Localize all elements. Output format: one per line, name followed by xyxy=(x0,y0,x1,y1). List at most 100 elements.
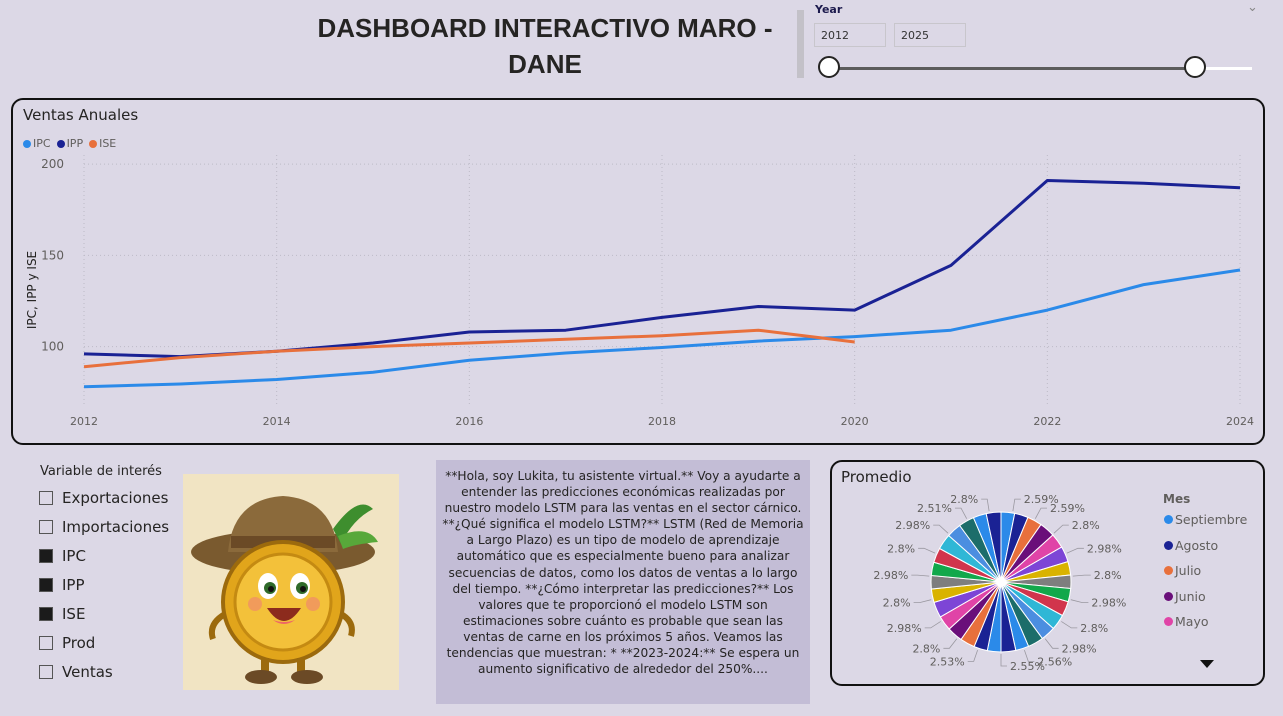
pie-legend-label: Agosto xyxy=(1175,537,1219,553)
pie-leader-line xyxy=(1034,507,1047,519)
pie-data-label: 2.8% xyxy=(1072,519,1100,532)
series-line-ise[interactable] xyxy=(83,328,855,369)
mascot-image xyxy=(183,474,399,690)
pie-leader-line xyxy=(911,574,930,577)
line-chart-title: Ventas Anuales xyxy=(23,106,139,124)
pie-legend-label: Septiembre xyxy=(1175,512,1248,527)
coin-mascot-icon xyxy=(183,474,399,690)
pie-legend-title: Mes xyxy=(1163,492,1191,506)
pie-leader-line xyxy=(1012,498,1021,512)
legend-item-ise[interactable]: ISE xyxy=(89,137,116,150)
pie-chart-title: Promedio xyxy=(841,468,912,486)
pie-data-label: 2.98% xyxy=(895,519,930,532)
pie-leader-line xyxy=(924,621,941,629)
pie-data-label: 2.59% xyxy=(1024,493,1059,506)
pie-leader-line xyxy=(1061,621,1078,629)
pie-leader-line xyxy=(1066,547,1084,554)
pie-leader-line xyxy=(1000,654,1007,667)
legend-item-ipp[interactable]: IPP xyxy=(56,137,84,150)
x-tick-label: 2020 xyxy=(841,415,869,428)
legend-dot-icon xyxy=(1164,591,1173,601)
pie-data-label: 2.8% xyxy=(883,597,911,610)
pie-leader-line xyxy=(943,638,958,649)
variable-option-exportaciones[interactable]: Exportaciones xyxy=(39,488,168,508)
year-from-input[interactable]: 2012 xyxy=(814,23,886,47)
pie-leader-line xyxy=(918,547,936,554)
variable-option-label: Importaciones xyxy=(62,518,170,536)
pie-leader-line xyxy=(1044,638,1059,649)
pie-legend-item[interactable]: Mayo xyxy=(1164,614,1209,629)
legend-scroll-down-icon[interactable] xyxy=(1200,660,1214,668)
y-tick-label: 150 xyxy=(41,248,64,262)
pie-chart[interactable]: 2.59%2.59%2.8%2.98%2.8%2.98%2.8%2.98%2.5… xyxy=(830,460,1160,686)
checkbox-checked-icon[interactable] xyxy=(39,607,53,621)
variable-option-ventas[interactable]: Ventas xyxy=(39,662,113,682)
pie-leader-line xyxy=(981,498,990,512)
y-tick-label: 100 xyxy=(41,340,64,354)
legend-dot-icon xyxy=(56,139,65,148)
line-chart[interactable]: 100 150 200 2012 2014 2016 2018 2020 2022 2024 IPC… xyxy=(0,0,1283,450)
variable-option-label: Prod xyxy=(62,634,96,652)
pie-legend-item[interactable]: Julio xyxy=(1164,563,1201,578)
x-tick-label: 2018 xyxy=(648,415,676,428)
year-slider-end-handle[interactable] xyxy=(1184,56,1206,78)
x-tick-label: 2016 xyxy=(455,415,483,428)
pie-data-label: 2.59% xyxy=(1050,502,1085,515)
pie-data-label: 2.51% xyxy=(917,502,952,515)
y-axis-label: IPC, IPP y ISE xyxy=(25,251,39,329)
legend-item-ipc[interactable]: IPC xyxy=(23,137,51,150)
pie-data-label: 2.8% xyxy=(1080,622,1108,635)
chevron-down-icon[interactable]: ⌄ xyxy=(1247,0,1258,15)
pie-data-label: 2.8% xyxy=(1094,569,1122,582)
assistant-message: **Hola, soy Lukita, tu asistente virtual… xyxy=(436,460,810,704)
variable-option-ipp[interactable]: IPP xyxy=(39,575,85,595)
pie-data-label: 2.8% xyxy=(950,493,978,506)
pie-leader-line xyxy=(1070,599,1089,604)
checkbox-checked-icon[interactable] xyxy=(39,578,53,592)
checkbox-unchecked-icon[interactable] xyxy=(39,636,53,650)
pie-leader-line xyxy=(1072,574,1091,577)
year-slider-rest[interactable] xyxy=(1195,67,1252,70)
pie-legend-label: Julio xyxy=(1175,563,1202,578)
variable-option-label: IPP xyxy=(62,576,85,594)
checkbox-checked-icon[interactable] xyxy=(39,549,53,563)
pie-data-label: 2.98% xyxy=(1091,597,1126,610)
title-divider xyxy=(797,10,804,78)
pie-leader-line xyxy=(913,599,932,604)
pie-leader-line xyxy=(933,524,949,534)
year-slider-track[interactable] xyxy=(828,67,1195,70)
pie-leader-line xyxy=(1053,524,1069,534)
variables-title: Variable de interés xyxy=(40,464,162,479)
pie-legend-item[interactable]: Junio xyxy=(1164,589,1206,604)
series-line-ipp[interactable] xyxy=(83,179,1241,359)
pie-data-label: 2.55% xyxy=(1010,660,1045,673)
legend-dot-icon xyxy=(89,139,98,148)
variable-option-ise[interactable]: ISE xyxy=(39,604,85,624)
year-slicer-label: Year xyxy=(815,3,843,16)
variable-option-ipc[interactable]: IPC xyxy=(39,546,86,566)
line-chart-legend: IPC IPP ISE xyxy=(23,137,116,150)
checkbox-unchecked-icon[interactable] xyxy=(39,665,53,679)
y-tick-label: 200 xyxy=(41,157,64,171)
x-tick-label: 2012 xyxy=(70,415,98,428)
legend-label: IPC xyxy=(33,137,51,150)
pie-slice[interactable] xyxy=(985,511,1002,583)
pie-legend-item[interactable]: Septiembre xyxy=(1164,512,1247,527)
variable-option-label: Ventas xyxy=(62,663,113,681)
series-line-ipc[interactable] xyxy=(83,268,1241,389)
legend-dot-icon xyxy=(1164,540,1173,550)
pie-legend-label: Junio xyxy=(1175,588,1206,604)
pie-leader-line xyxy=(967,649,978,662)
checkbox-unchecked-icon[interactable] xyxy=(39,491,53,505)
pie-data-label: 2.56% xyxy=(1037,655,1072,668)
variable-option-importaciones[interactable]: Importaciones xyxy=(39,517,169,537)
pie-legend-item[interactable]: Agosto xyxy=(1164,538,1218,553)
checkbox-unchecked-icon[interactable] xyxy=(39,520,53,534)
legend-label: IPP xyxy=(66,137,84,150)
pie-data-label: 2.53% xyxy=(930,655,965,668)
legend-dot-icon xyxy=(1164,566,1173,575)
variable-option-prod[interactable]: Prod xyxy=(39,633,95,653)
year-to-input[interactable]: 2025 xyxy=(894,23,966,47)
pie-leader-line xyxy=(1024,649,1035,662)
year-slider-start-handle[interactable] xyxy=(818,56,840,78)
